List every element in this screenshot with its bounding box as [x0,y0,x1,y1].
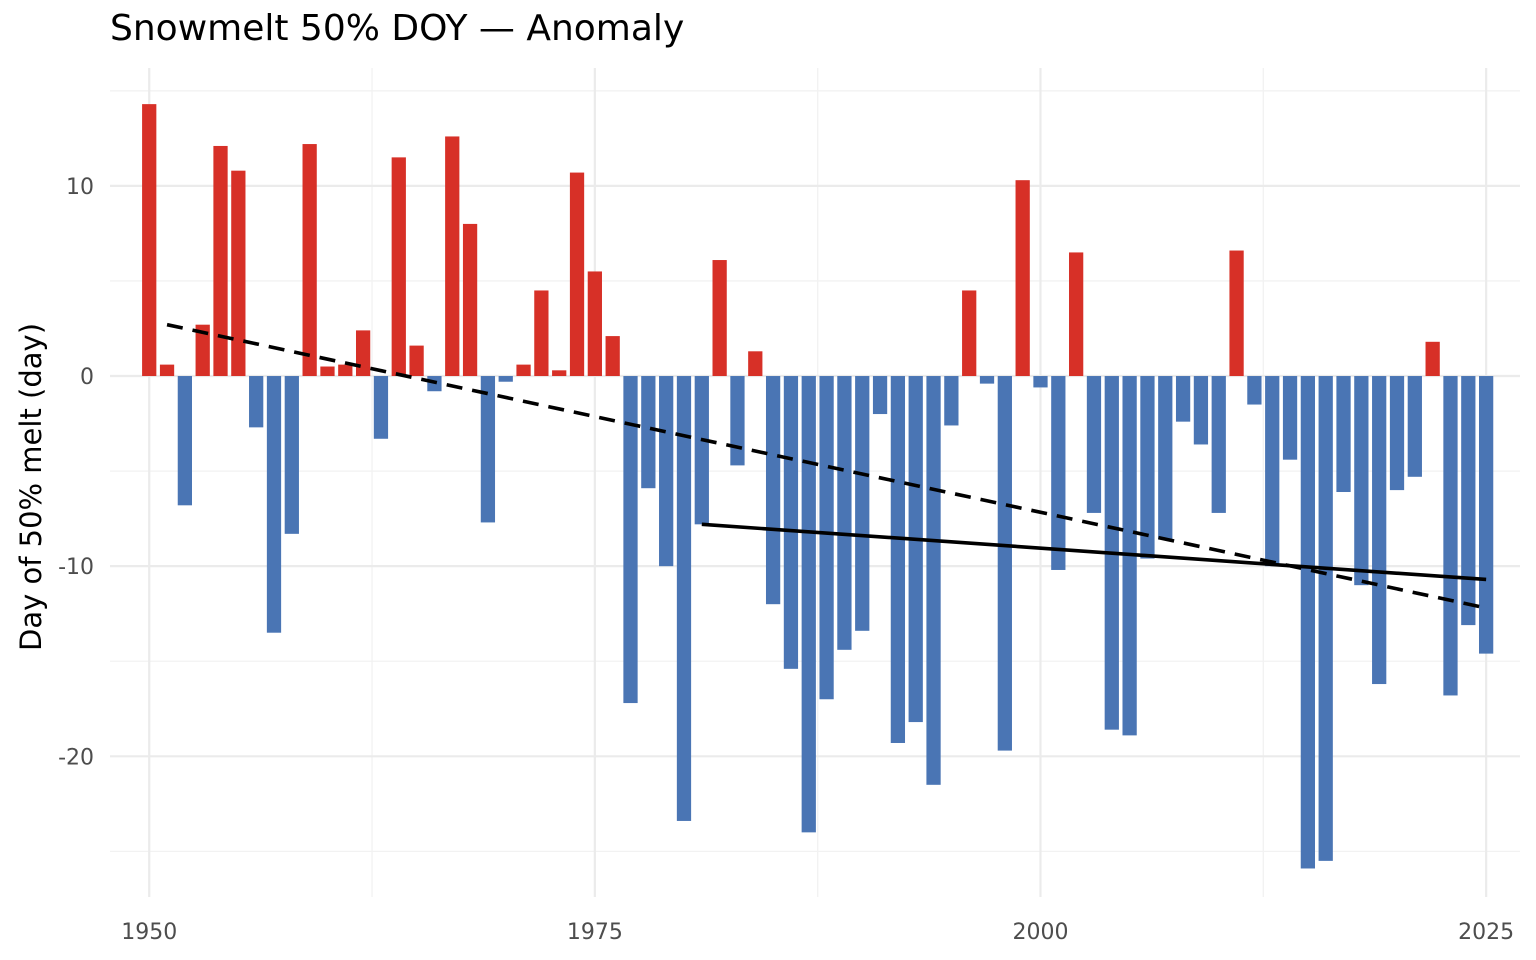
bar-2017 [1336,376,1351,493]
bar-1951 [159,364,175,377]
x-tick-label: 2000 [1012,920,1068,945]
bar-1971 [516,364,531,377]
bar-1963 [373,376,389,439]
bar-2021 [1407,376,1422,477]
bar-1972 [534,290,549,377]
bar-1957 [266,376,282,633]
bar-2013 [1265,376,1280,567]
bar-1986 [783,376,799,669]
bar-1968 [462,223,478,377]
bar-1991 [872,376,888,415]
bar-1995 [944,376,959,426]
y-tick-label: -20 [58,745,94,770]
bar-2014 [1282,376,1298,460]
x-tick-label: 1975 [567,920,623,945]
bar-1984 [748,351,763,377]
bar-1978 [641,376,656,489]
bar-2015 [1300,376,1316,869]
bar-1973 [552,370,567,377]
trend-line-solid [701,522,1487,582]
bar-1988 [819,376,834,700]
bar-2001 [1051,376,1066,570]
bar-1990 [855,376,870,631]
bar-1981 [694,376,709,525]
trend-line-dashed [166,322,1487,610]
bar-2023 [1443,376,1458,696]
bar-1999 [1015,180,1030,377]
bar-1979 [659,376,674,567]
bar-1975 [587,271,602,377]
bar-1967 [445,136,460,377]
y-tick-label: 10 [66,175,94,200]
bar-2019 [1372,376,1387,685]
grid-minor [110,68,1520,897]
bar-2008 [1175,376,1191,422]
bar-1996 [962,290,977,377]
bar-1989 [837,376,852,650]
bar-1962 [355,330,371,377]
bar-2010 [1211,376,1226,513]
bar-1953 [195,324,210,377]
bar-1980 [676,376,692,821]
bar-1961 [338,364,353,377]
bar-2000 [1033,376,1048,388]
bar-2016 [1318,376,1333,861]
x-tick-label: 1950 [121,920,177,945]
bar-2003 [1086,376,1102,513]
bar-1960 [320,366,335,377]
bar-2020 [1389,376,1405,491]
bar-1959 [302,144,317,377]
bar-1993 [908,376,923,723]
bar-1977 [623,376,638,704]
bar-1954 [213,145,228,377]
bar-2007 [1158,376,1173,540]
bar-2022 [1425,341,1440,377]
bar-1952 [177,376,192,506]
bar-2018 [1354,376,1369,586]
bar-1994 [926,376,941,785]
bar-1964 [391,157,406,377]
x-tick-label: 2025 [1458,920,1514,945]
bar-1987 [801,376,816,833]
bar-2024 [1461,376,1476,626]
trend-lines [166,322,1487,610]
bar-1985 [765,376,781,605]
bar-1956 [249,376,264,428]
bar-2025 [1479,376,1494,654]
bar-1950 [142,104,157,377]
chart-title: Snowmelt 50% DOY — Anomaly [110,8,685,49]
bar-2011 [1229,250,1244,377]
bar-1970 [498,376,513,382]
bar-1976 [605,336,620,377]
x-axis-ticks: 1950 1975 2000 2025 [121,920,1514,945]
bar-1983 [730,376,745,466]
bar-2012 [1247,376,1262,405]
bar-1992 [890,376,906,743]
bar-series [142,104,1494,869]
y-axis-ticks: 10 0 -10 -20 [58,175,94,770]
bar-1997 [979,376,995,384]
bar-2009 [1193,376,1209,445]
bar-1998 [997,376,1012,751]
bar-2002 [1069,252,1084,377]
y-tick-label: 0 [80,365,94,390]
bar-1969 [480,376,496,523]
bar-1982 [712,260,727,377]
bar-1955 [231,170,246,377]
bar-1958 [284,376,299,534]
bar-2006 [1140,376,1155,559]
bar-1974 [569,172,585,377]
y-axis-title: Day of 50% melt (day) [14,323,48,651]
y-tick-label: -10 [58,555,94,580]
bar-1965 [409,345,424,377]
